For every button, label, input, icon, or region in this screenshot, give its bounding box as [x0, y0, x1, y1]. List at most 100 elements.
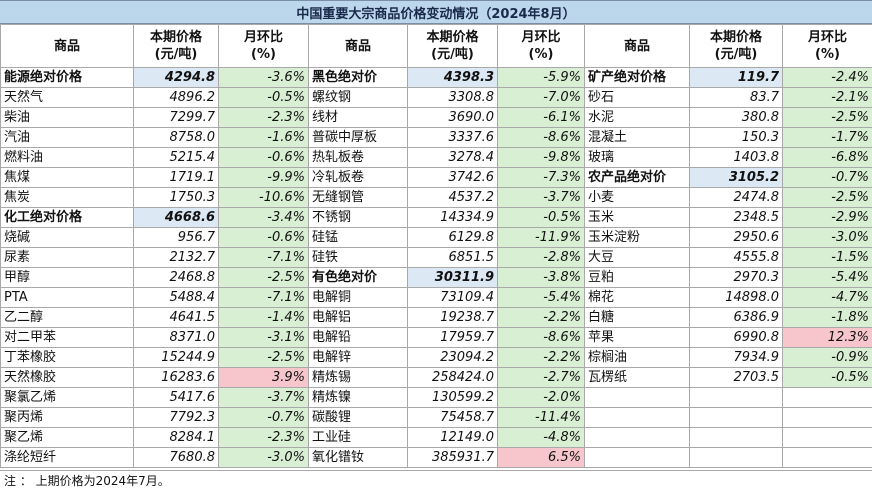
- commodity-price: 385931.7: [407, 447, 498, 468]
- commodity-name: 聚丙烯: [0, 407, 134, 428]
- table-row: 化工绝对价格 4668.6 -3.4% 不锈钢 14334.9 -0.5% 玉米 2348.5…: [0, 207, 872, 228]
- commodity-price: 3690.0: [407, 107, 498, 128]
- commodity-name: 豆粕: [584, 267, 690, 288]
- commodity-name: 乙二醇: [0, 307, 134, 328]
- commodity-price: 23094.2: [407, 347, 498, 368]
- commodity-change: -9.9%: [218, 167, 309, 188]
- commodity-change: -6.8%: [782, 147, 872, 168]
- table-row: 柴油 7299.7 -2.3% 线材 3690.0 -6.1% 水泥 380.8 -2.5%: [0, 107, 872, 128]
- commodity-name: 棉花: [584, 287, 690, 308]
- commodity-change: -7.1%: [218, 287, 309, 308]
- commodity-change: [782, 447, 872, 468]
- commodity-price: 2703.5: [689, 367, 783, 388]
- commodity-price: 5488.4: [133, 287, 219, 308]
- commodity-price: 4555.8: [689, 247, 783, 268]
- header-change: 月环比 (%): [782, 24, 872, 68]
- commodity-change: -2.9%: [782, 207, 872, 228]
- table-row: 聚氯乙烯 5417.6 -3.7% 精炼镍 130599.2 -2.0%: [0, 387, 872, 408]
- price-table: 商品 本期价格 (元/吨) 月环比 (%) 商品 本期价格 (元/吨) 月环比 (%) …: [0, 24, 872, 468]
- table-row: 能源绝对价格 4294.8 -3.6% 黑色绝对价 4398.3 -5.9% 矿产绝对价格 1…: [0, 67, 872, 88]
- table-row: 汽油 8758.0 -1.6% 普碳中厚板 3337.6 -8.6% 混凝土 150.3 -1.…: [0, 127, 872, 148]
- commodity-price: 7680.8: [133, 447, 219, 468]
- commodity-price: 6851.5: [407, 247, 498, 268]
- commodity-price: 3105.2: [689, 167, 783, 188]
- commodity-change: -7.1%: [218, 247, 309, 268]
- commodity-price: 8371.0: [133, 327, 219, 348]
- footnote: 注 ： 上期价格为2024年7月。: [0, 470, 872, 492]
- commodity-name: 烧碱: [0, 227, 134, 248]
- commodity-change: -3.7%: [218, 387, 309, 408]
- commodity-change: -1.5%: [782, 247, 872, 268]
- commodity-change: -1.7%: [782, 127, 872, 148]
- commodity-name: 精炼镍: [308, 387, 408, 408]
- table-body: 能源绝对价格 4294.8 -3.6% 黑色绝对价 4398.3 -5.9% 矿产绝对价格 1…: [0, 67, 872, 468]
- table-row: 烧碱 956.7 -0.6% 硅锰 6129.8 -11.9% 玉米淀粉 2950.6 -3.0…: [0, 227, 872, 248]
- commodity-price: 4398.3: [407, 67, 498, 88]
- commodity-change: -5.4%: [497, 287, 585, 308]
- commodity-name: 涤纶短纤: [0, 447, 134, 468]
- commodity-price: 2132.7: [133, 247, 219, 268]
- commodity-change: -4.8%: [497, 427, 585, 448]
- commodity-name: 无缝钢管: [308, 187, 408, 208]
- table-row: 天然气 4896.2 -0.5% 螺纹钢 3308.8 -7.0% 砂石 83.7 -2.1%: [0, 87, 872, 108]
- commodity-price: 5417.6: [133, 387, 219, 408]
- commodity-price: 2970.3: [689, 267, 783, 288]
- commodity-change: -3.8%: [497, 267, 585, 288]
- header-change: 月环比 (%): [218, 24, 309, 68]
- commodity-name: 精炼锡: [308, 367, 408, 388]
- commodity-price: 75458.7: [407, 407, 498, 428]
- commodity-name: 电解铝: [308, 307, 408, 328]
- commodity-change: -3.0%: [218, 447, 309, 468]
- commodity-price: 130599.2: [407, 387, 498, 408]
- commodity-name: 普碳中厚板: [308, 127, 408, 148]
- commodity-change: 12.3%: [782, 327, 872, 348]
- commodity-price: 8758.0: [133, 127, 219, 148]
- commodity-name: 白糖: [584, 307, 690, 328]
- commodity-change: -2.0%: [497, 387, 585, 408]
- commodity-name: 瓦楞纸: [584, 367, 690, 388]
- commodity-name: 汽油: [0, 127, 134, 148]
- commodity-name: [584, 447, 690, 468]
- commodity-change: -6.1%: [497, 107, 585, 128]
- commodity-name: 聚乙烯: [0, 427, 134, 448]
- commodity-price: 1403.8: [689, 147, 783, 168]
- commodity-change: -2.7%: [497, 367, 585, 388]
- commodity-change: -2.8%: [497, 247, 585, 268]
- table-row: 焦炭 1750.3 -10.6% 无缝钢管 4537.2 -3.7% 小麦 2474.8 -2.…: [0, 187, 872, 208]
- commodity-name: 尿素: [0, 247, 134, 268]
- commodity-change: -2.5%: [218, 347, 309, 368]
- commodity-name: 冷轧板卷: [308, 167, 408, 188]
- commodity-change: -2.4%: [782, 67, 872, 88]
- commodity-name: 工业硅: [308, 427, 408, 448]
- commodity-change: -1.8%: [782, 307, 872, 328]
- commodity-name: 棕榈油: [584, 347, 690, 368]
- commodity-price: 380.8: [689, 107, 783, 128]
- commodity-price: 3337.6: [407, 127, 498, 148]
- commodity-name: 焦炭: [0, 187, 134, 208]
- commodity-price: 4641.5: [133, 307, 219, 328]
- commodity-name: [584, 427, 690, 448]
- table-row: PTA 5488.4 -7.1% 电解铜 73109.4 -5.4% 棉花 14898.0 -4…: [0, 287, 872, 308]
- header-price: 本期价格 (元/吨): [133, 24, 219, 68]
- commodity-price: 258424.0: [407, 367, 498, 388]
- commodity-change: -3.7%: [497, 187, 585, 208]
- commodity-name: 燃料油: [0, 147, 134, 168]
- table-row: 焦煤 1719.1 -9.9% 冷轧板卷 3742.6 -7.3% 农产品绝对价 3105.2…: [0, 167, 872, 188]
- commodity-change: [782, 387, 872, 408]
- commodity-price: 8284.1: [133, 427, 219, 448]
- header-name: 商品: [308, 24, 408, 68]
- commodity-price: [689, 407, 783, 428]
- commodity-change: -2.5%: [218, 267, 309, 288]
- commodity-change: -0.7%: [218, 407, 309, 428]
- commodity-price: 73109.4: [407, 287, 498, 308]
- table-row: 聚乙烯 8284.1 -2.3% 工业硅 12149.0 -4.8%: [0, 427, 872, 448]
- commodity-change: -0.7%: [782, 167, 872, 188]
- commodity-price: 3308.8: [407, 87, 498, 108]
- table-row: 丁苯橡胶 15244.9 -2.5% 电解锌 23094.2 -2.2% 棕榈油 7934.9…: [0, 347, 872, 368]
- report-title: 中国重要大宗商品价格变动情况（2024年8月）: [0, 0, 872, 24]
- commodity-change: [782, 407, 872, 428]
- commodity-name: 水泥: [584, 107, 690, 128]
- commodity-change: -4.7%: [782, 287, 872, 308]
- commodity-change: -3.1%: [218, 327, 309, 348]
- table-row: 涤纶短纤 7680.8 -3.0% 氧化镨钕 385931.7 6.5%: [0, 447, 872, 468]
